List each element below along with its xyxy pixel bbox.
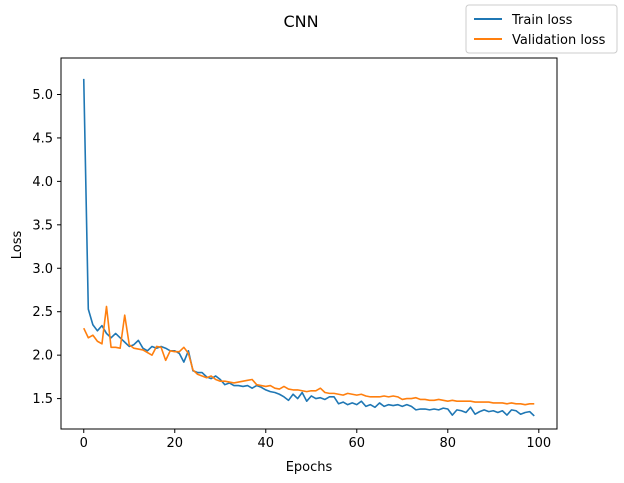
- x-tick-label: 60: [349, 436, 366, 451]
- series-line-0: [82, 78, 535, 417]
- series-layer: [82, 78, 535, 417]
- x-tick-label: 100: [526, 436, 551, 451]
- x-tick-label: 0: [80, 436, 88, 451]
- legend-label-train: Train loss: [511, 13, 573, 28]
- y-tick-label: 2.5: [32, 305, 53, 320]
- y-tick-label: 4.0: [32, 175, 53, 190]
- x-tick-label: 80: [440, 436, 457, 451]
- x-tick-label: 20: [166, 436, 183, 451]
- y-tick-label: 4.5: [32, 131, 53, 146]
- y-tick-label: 3.5: [32, 218, 53, 233]
- x-axis-label: Epochs: [286, 460, 333, 475]
- x-tick-label: 40: [257, 436, 274, 451]
- plot-frame: [60, 57, 558, 430]
- chart-title: CNN: [283, 12, 318, 31]
- y-tick-label: 2.0: [32, 349, 53, 364]
- y-axis-label: Loss: [10, 231, 25, 260]
- y-tick-label: 3.0: [32, 262, 53, 277]
- legend-box: [465, 4, 618, 54]
- series-line-1: [83, 305, 535, 406]
- y-tick-label: 5.0: [32, 88, 53, 103]
- legend-label-validation: Validation loss: [512, 33, 606, 48]
- y-axis-ticks: 1.5 2.0 2.5 3.0 3.5 4.0 4.5 5.0: [32, 88, 61, 407]
- legend: Train loss Validation loss: [465, 4, 618, 54]
- y-tick-label: 1.5: [32, 392, 53, 407]
- x-axis-ticks: 0 20 40 60 80 100: [80, 429, 551, 451]
